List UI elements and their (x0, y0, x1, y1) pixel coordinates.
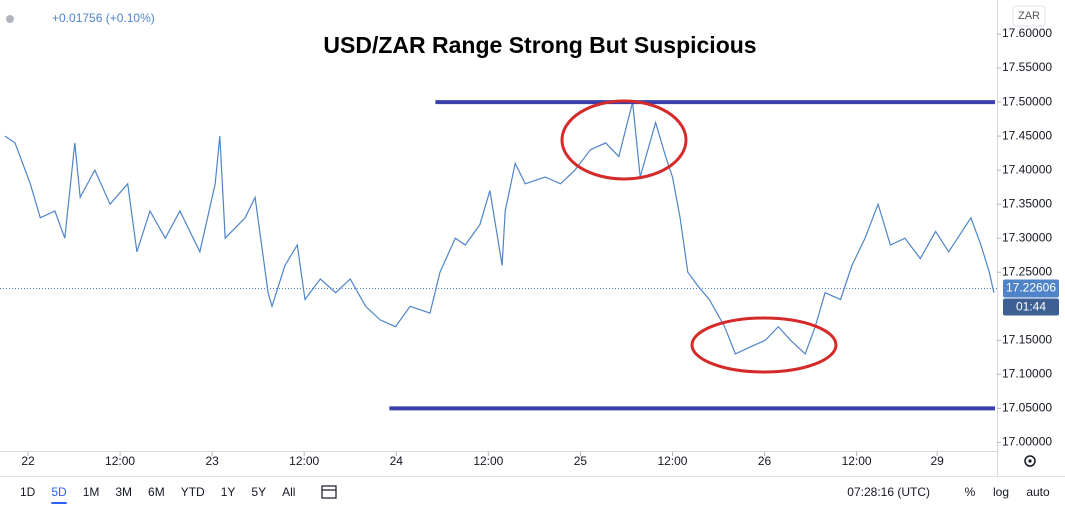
x-tick-label: 24 (390, 454, 404, 468)
countdown-label: 01:44 (1016, 300, 1046, 314)
x-tick-label: 29 (930, 454, 944, 468)
interval-button[interactable]: 1M (83, 485, 100, 499)
plot: 17.00000 17.05000 17.10000 17.15000 17.25000… (0, 26, 1052, 468)
axis-option[interactable]: log (993, 485, 1009, 499)
interval-button[interactable]: 5Y (251, 485, 266, 499)
axis-option[interactable]: % (965, 485, 976, 499)
y-tick-label: 17.40000 (1002, 162, 1052, 176)
price-line (4, 101, 995, 355)
interval-button[interactable]: 3M (115, 485, 132, 499)
last-price-box (1003, 279, 1059, 298)
y-tick-label: 17.60000 (1002, 26, 1052, 40)
highlight-ellipse (560, 99, 688, 181)
settings-icon[interactable] (1024, 455, 1036, 467)
interval-button[interactable]: 1Y (221, 485, 236, 499)
interval-button[interactable]: 1D (20, 485, 36, 499)
last-price-label: 17.22606 (1006, 281, 1056, 295)
y-tick-label: 17.25000 (1002, 264, 1052, 278)
y-tick-label: 17.35000 (1002, 196, 1052, 210)
y-tick-label: 17.05000 (1002, 401, 1052, 415)
interval-button[interactable]: YTD (181, 485, 205, 499)
y-tick-label: 17.55000 (1002, 60, 1052, 74)
x-tick-label: 12:00 (105, 454, 135, 468)
x-tick-label: 12:00 (842, 454, 872, 468)
countdown-box (1003, 298, 1059, 316)
x-tick-label: 22 (21, 454, 35, 468)
y-tick-label: 17.50000 (1002, 94, 1052, 108)
y-tick-label: 17.10000 (1002, 367, 1052, 381)
interval-button[interactable]: 5D (51, 485, 67, 499)
price-tag: 17.22606 01:44 (1003, 279, 1059, 316)
symbol-box (1012, 5, 1046, 27)
compare-icon[interactable] (321, 485, 337, 499)
x-tick-label: 26 (758, 454, 772, 468)
status-dot (6, 15, 14, 23)
x-tick-label: 25 (574, 454, 588, 468)
highlight-ellipse (690, 316, 838, 374)
y-tick-label: 17.45000 (1002, 128, 1052, 142)
chart-title: USD/ZAR Range Strong But Suspicious (323, 32, 756, 58)
y-tick-label: 17.15000 (1002, 332, 1052, 346)
y-tick-label: 17.30000 (1002, 230, 1052, 244)
x-tick-label: 12:00 (657, 454, 687, 468)
x-tick-label: 23 (205, 454, 219, 468)
interval-button[interactable]: 6M (148, 485, 165, 499)
x-tick-label: 12:00 (473, 454, 503, 468)
change-label: +0.01756 (+0.10%) (52, 11, 155, 25)
x-tick-label: 12:00 (289, 454, 319, 468)
interval-button[interactable]: All (282, 485, 295, 499)
axis-option[interactable]: auto (1026, 485, 1050, 499)
clock: 07:28:16 (UTC) (847, 485, 930, 499)
y-tick-label: 17.00000 (1002, 435, 1052, 449)
toolbar: 1D 5D 1M 3M 6M YTD 1Y 5Y All 07:28:16 (UTC)% log au… (20, 485, 1050, 504)
symbol-label: ZAR (1018, 10, 1040, 22)
